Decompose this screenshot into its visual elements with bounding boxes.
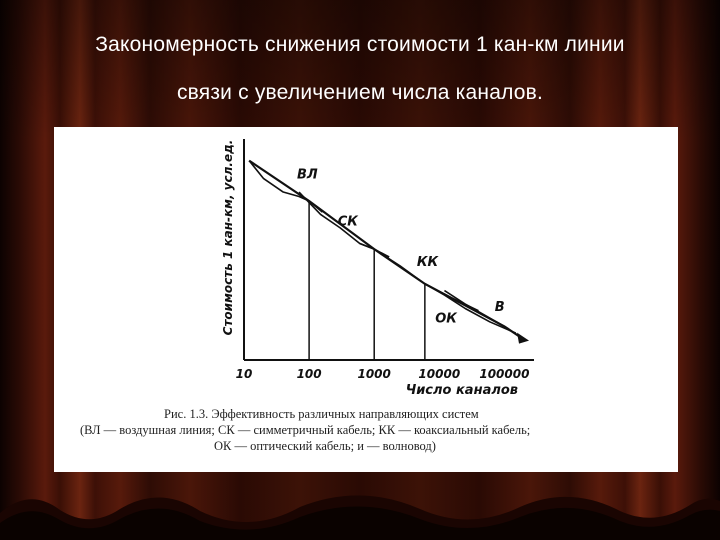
figure-panel: 10 100 1000 10000 100000 Число каналов Стоимос… [54, 127, 678, 472]
series-label: СК [338, 215, 360, 230]
series-label: ОК [435, 311, 458, 326]
slide-title-line2: связи с увеличением числа каналов. [176, 81, 544, 104]
series-label: ВЛ [297, 168, 318, 183]
series-line-ОК [424, 283, 517, 334]
series-line-В [444, 289, 522, 339]
series-label: В [495, 300, 505, 315]
figure-caption-line2: (ВЛ — воздушная линия; СК — симметричный… [80, 423, 531, 437]
series-line-ВЛ [248, 160, 323, 213]
x-tick-label: 100 [297, 367, 322, 381]
x-tick-label: 10000 [418, 367, 460, 381]
series-line-КК [359, 242, 479, 312]
y-axis-label: Стоимость 1 кан-км, усл.ед. [221, 140, 235, 336]
x-tick-label: 10 [236, 367, 253, 381]
x-axis-label: Число каналов [406, 383, 518, 398]
envelope-line [248, 159, 522, 339]
x-tick-label: 100000 [479, 367, 529, 381]
slide-title-line1: Закономерность снижения стоимости 1 кан-… [95, 33, 625, 56]
curtain-shadow [0, 0, 720, 140]
figure-caption-line3: ОК — оптический кабель; и — волновод) [214, 439, 436, 453]
curtain-valance [0, 495, 720, 540]
x-tick-label: 1000 [357, 367, 390, 381]
arrow-head [517, 332, 530, 344]
cost-vs-channels-chart: 10 100 1000 10000 100000 Число каналов Стоимос… [221, 139, 534, 398]
series-label: КК [417, 255, 440, 270]
figure-caption-line1: Рис. 1.3. Эффективность различных направ… [164, 407, 479, 421]
